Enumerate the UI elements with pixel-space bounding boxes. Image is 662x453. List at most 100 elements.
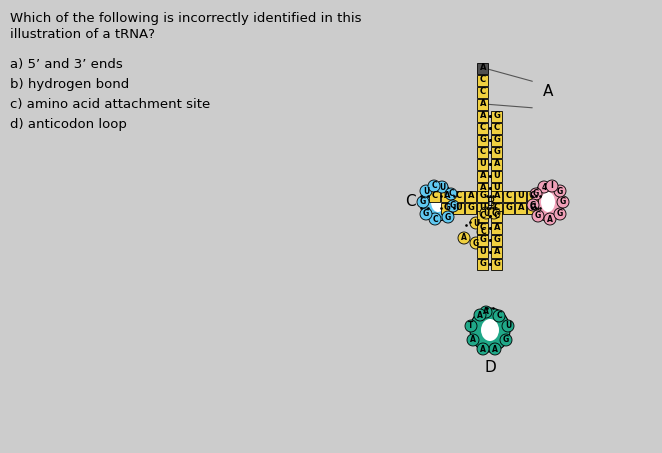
Text: Which of the following is incorrectly identified in this: Which of the following is incorrectly id… bbox=[10, 12, 361, 25]
FancyBboxPatch shape bbox=[477, 202, 489, 213]
Circle shape bbox=[500, 334, 512, 346]
Text: C: C bbox=[496, 312, 502, 321]
FancyBboxPatch shape bbox=[477, 159, 489, 169]
Text: G: G bbox=[557, 187, 563, 196]
FancyBboxPatch shape bbox=[491, 122, 502, 134]
FancyBboxPatch shape bbox=[477, 246, 489, 257]
FancyBboxPatch shape bbox=[477, 135, 489, 145]
Text: C: C bbox=[494, 212, 500, 221]
Text: C: C bbox=[480, 223, 486, 232]
FancyBboxPatch shape bbox=[477, 222, 489, 233]
FancyBboxPatch shape bbox=[491, 183, 502, 193]
Text: A: A bbox=[468, 192, 474, 201]
Text: C: C bbox=[456, 192, 462, 201]
Circle shape bbox=[489, 343, 501, 355]
Text: G: G bbox=[557, 209, 563, 218]
Text: A: A bbox=[480, 344, 486, 353]
FancyBboxPatch shape bbox=[477, 235, 489, 246]
Text: U: U bbox=[439, 183, 445, 192]
Text: A: A bbox=[494, 159, 500, 169]
Circle shape bbox=[445, 188, 457, 200]
Circle shape bbox=[447, 200, 459, 212]
Text: c) amino acid attachment site: c) amino acid attachment site bbox=[10, 98, 211, 111]
Circle shape bbox=[480, 207, 492, 219]
Text: C: C bbox=[448, 189, 454, 198]
Text: U: U bbox=[473, 218, 479, 227]
FancyBboxPatch shape bbox=[477, 259, 489, 270]
Circle shape bbox=[442, 211, 454, 223]
Text: d) anticodon loop: d) anticodon loop bbox=[10, 118, 127, 131]
FancyBboxPatch shape bbox=[491, 146, 502, 158]
FancyBboxPatch shape bbox=[516, 191, 526, 202]
Text: G: G bbox=[479, 135, 487, 145]
Text: A: A bbox=[492, 344, 498, 353]
Ellipse shape bbox=[481, 319, 499, 341]
Circle shape bbox=[429, 213, 441, 225]
Text: G: G bbox=[479, 192, 487, 201]
Text: B: B bbox=[487, 196, 495, 208]
Circle shape bbox=[488, 207, 500, 219]
Circle shape bbox=[493, 310, 505, 322]
Circle shape bbox=[477, 226, 489, 238]
FancyBboxPatch shape bbox=[477, 87, 489, 97]
Text: G: G bbox=[479, 260, 487, 269]
Text: C: C bbox=[494, 203, 500, 212]
Circle shape bbox=[436, 181, 448, 193]
Text: C: C bbox=[431, 182, 437, 191]
Text: G: G bbox=[503, 336, 509, 344]
FancyBboxPatch shape bbox=[491, 222, 502, 233]
Circle shape bbox=[420, 208, 432, 220]
Text: D: D bbox=[484, 360, 496, 375]
Circle shape bbox=[480, 306, 492, 318]
FancyBboxPatch shape bbox=[477, 170, 489, 182]
Text: G: G bbox=[494, 111, 500, 120]
FancyBboxPatch shape bbox=[477, 98, 489, 110]
FancyBboxPatch shape bbox=[491, 211, 502, 222]
Text: C: C bbox=[530, 192, 536, 201]
Text: 4: 4 bbox=[542, 183, 547, 192]
Text: G: G bbox=[560, 198, 566, 207]
Circle shape bbox=[554, 208, 566, 220]
FancyBboxPatch shape bbox=[491, 135, 502, 145]
FancyBboxPatch shape bbox=[453, 202, 465, 213]
Text: G: G bbox=[535, 212, 541, 221]
Circle shape bbox=[530, 188, 542, 200]
FancyBboxPatch shape bbox=[477, 63, 489, 73]
FancyBboxPatch shape bbox=[491, 170, 502, 182]
Text: T: T bbox=[468, 322, 474, 331]
Circle shape bbox=[470, 217, 482, 229]
Text: C: C bbox=[404, 194, 415, 209]
Text: A: A bbox=[480, 100, 487, 109]
Text: A: A bbox=[480, 172, 487, 180]
Text: I: I bbox=[551, 182, 553, 191]
Text: A: A bbox=[444, 192, 450, 201]
Circle shape bbox=[420, 185, 432, 197]
Circle shape bbox=[477, 343, 489, 355]
FancyBboxPatch shape bbox=[442, 191, 453, 202]
Text: U: U bbox=[480, 203, 487, 212]
Circle shape bbox=[467, 334, 479, 346]
FancyBboxPatch shape bbox=[491, 259, 502, 270]
Text: A: A bbox=[480, 63, 487, 72]
Text: G: G bbox=[494, 135, 500, 145]
Text: C: C bbox=[480, 227, 486, 236]
Text: U: U bbox=[423, 187, 429, 196]
Text: A: A bbox=[547, 215, 553, 223]
FancyBboxPatch shape bbox=[491, 235, 502, 246]
Ellipse shape bbox=[470, 308, 510, 352]
FancyBboxPatch shape bbox=[516, 202, 526, 213]
Text: G: G bbox=[494, 148, 500, 156]
Circle shape bbox=[546, 180, 558, 192]
FancyBboxPatch shape bbox=[528, 202, 538, 213]
FancyBboxPatch shape bbox=[491, 191, 502, 202]
Text: C: C bbox=[480, 148, 486, 156]
Text: U: U bbox=[518, 192, 524, 201]
Circle shape bbox=[544, 213, 556, 225]
Text: C: C bbox=[432, 215, 438, 223]
Text: G: G bbox=[530, 201, 536, 209]
Text: A: A bbox=[494, 223, 500, 232]
Text: G: G bbox=[444, 203, 450, 212]
Circle shape bbox=[527, 199, 539, 211]
Text: A: A bbox=[480, 183, 487, 193]
Circle shape bbox=[470, 237, 482, 249]
